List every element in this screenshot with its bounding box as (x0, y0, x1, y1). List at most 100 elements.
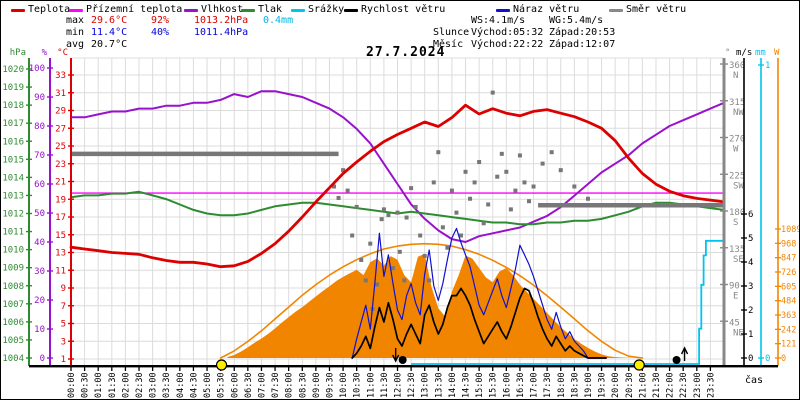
svg-text:18:30: 18:30 (570, 372, 580, 398)
svg-text:06:00: 06:00 (230, 372, 240, 398)
svg-text:10: 10 (34, 325, 45, 335)
svg-text:225: 225 (729, 171, 745, 181)
grid (70, 57, 724, 366)
svg-text:°C: °C (57, 48, 68, 58)
svg-text:14:30: 14:30 (462, 372, 472, 398)
moon-label: Měsíc (433, 39, 464, 50)
svg-text:NE: NE (733, 328, 744, 338)
svg-text:S: S (733, 218, 738, 228)
moonrise-marker (672, 346, 689, 364)
series-wind-direction (71, 90, 724, 311)
svg-text:03:30: 03:30 (162, 372, 172, 398)
svg-text:18:00: 18:00 (557, 372, 567, 398)
svg-text:hPa: hPa (10, 48, 26, 58)
svg-text:1008: 1008 (2, 282, 24, 292)
stat-min-hum: 40% (151, 27, 170, 38)
svg-text:W: W (733, 145, 739, 155)
stat-max-temp: 29.6°C (91, 15, 128, 26)
svg-text:04:00: 04:00 (176, 372, 186, 398)
axes: hPa1020101910181017101610151014101310121… (2, 48, 799, 398)
legend-dash-precipitation (291, 9, 305, 12)
sun-label: Slunce (433, 27, 470, 38)
svg-text:315: 315 (729, 98, 745, 108)
chart-date-title: 27.7.2024 (366, 45, 446, 60)
svg-text:180: 180 (729, 208, 745, 218)
svg-text:31: 31 (55, 89, 66, 99)
svg-text:19:00: 19:00 (584, 372, 594, 398)
svg-text:17:30: 17:30 (543, 372, 553, 398)
svg-text:6: 6 (748, 210, 753, 220)
legend-item-pressure: Tlak (258, 4, 283, 15)
svg-text:05:30: 05:30 (217, 372, 227, 398)
svg-text:11:30: 11:30 (380, 372, 390, 398)
svg-text:07:30: 07:30 (271, 372, 281, 398)
legend-dash-pressure (241, 9, 255, 12)
svg-text:30: 30 (34, 267, 45, 277)
svg-text:1015: 1015 (2, 155, 24, 165)
legend-dash-wind-gust (496, 9, 510, 12)
svg-text:19:30: 19:30 (598, 372, 608, 398)
svg-text:605: 605 (781, 282, 796, 292)
svg-text:90: 90 (34, 93, 45, 103)
svg-text:9: 9 (61, 284, 66, 294)
svg-text:19: 19 (55, 195, 66, 205)
svg-text:121: 121 (781, 340, 796, 350)
svg-text:01:30: 01:30 (108, 372, 118, 398)
stat-avg-temp: 20.7°C (91, 39, 128, 50)
svg-text:484: 484 (781, 297, 796, 307)
svg-text:1007: 1007 (2, 300, 24, 310)
svg-text:11:00: 11:00 (366, 372, 376, 398)
svg-text:20:00: 20:00 (611, 372, 621, 398)
svg-text:10:00: 10:00 (339, 372, 349, 398)
svg-text:23:30: 23:30 (706, 372, 716, 398)
svg-text:16:00: 16:00 (502, 372, 512, 398)
svg-text:00:30: 00:30 (81, 372, 91, 398)
svg-text:09:00: 09:00 (312, 372, 322, 398)
svg-text:3: 3 (748, 282, 753, 292)
svg-text:1: 1 (61, 355, 66, 365)
svg-text:0: 0 (781, 354, 786, 364)
svg-text:15:00: 15:00 (475, 372, 485, 398)
sunset-time: Západ:20:53 (549, 27, 616, 38)
svg-text:20: 20 (34, 296, 45, 306)
svg-text:29: 29 (55, 107, 66, 117)
svg-text:W: W (774, 48, 780, 58)
svg-text:80: 80 (34, 122, 45, 132)
legend-item-wind-gust: Náraz větru (513, 4, 580, 15)
svg-text:40: 40 (34, 238, 45, 248)
svg-text:50: 50 (34, 209, 45, 219)
svg-text:05:00: 05:00 (203, 372, 213, 398)
svg-text:mm: mm (755, 48, 766, 58)
svg-text:14:00: 14:00 (448, 372, 458, 398)
svg-text:270: 270 (729, 135, 745, 145)
legend-dash-ground-temperature (69, 9, 83, 12)
svg-text:0: 0 (40, 354, 45, 364)
svg-text:02:00: 02:00 (121, 372, 131, 398)
svg-text:06:30: 06:30 (244, 372, 254, 398)
svg-text:25: 25 (55, 142, 66, 152)
legend-dash-wind-direction (609, 9, 623, 12)
svg-text:2: 2 (748, 306, 753, 316)
stat-max-rain: 0.4mm (263, 15, 294, 26)
legend-item-wind-speed: Rychlost větru (361, 4, 446, 15)
svg-text:16:30: 16:30 (516, 372, 526, 398)
svg-text:čas: čas (745, 374, 763, 386)
svg-text:7: 7 (61, 302, 66, 312)
legend-item-precipitation: Srážky (308, 4, 345, 15)
svg-text:90: 90 (729, 282, 740, 292)
legend-item-wind-direction: Směr větru (626, 4, 687, 15)
svg-text:968: 968 (781, 239, 796, 249)
svg-text:847: 847 (781, 254, 796, 264)
series-wind-gust (351, 227, 607, 359)
svg-text:1004: 1004 (2, 354, 24, 364)
svg-text:17:00: 17:00 (530, 372, 540, 398)
sunrise-time: Východ:05:32 (471, 27, 544, 38)
stat-wind-speed-max: WS:4.1m/s (471, 15, 526, 26)
svg-text:1018: 1018 (2, 101, 24, 111)
legend-item-humidity: Vlhkost (201, 4, 244, 15)
svg-text:00:00: 00:00 (67, 372, 77, 398)
svg-text:12:00: 12:00 (394, 372, 404, 398)
svg-text:N: N (733, 71, 738, 81)
svg-text:360: 360 (729, 61, 745, 71)
moonset-marker (392, 348, 407, 364)
